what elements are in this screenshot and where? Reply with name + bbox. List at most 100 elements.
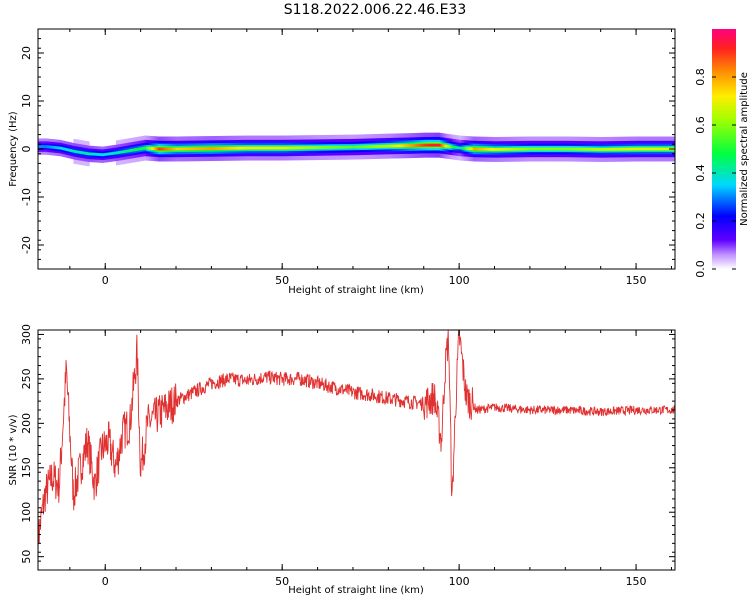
spectrogram-cell xyxy=(444,144,448,148)
spectrogram-cell xyxy=(145,146,149,150)
snr-ticks: 0 50 100 150 50 100 150 200 250 300 xyxy=(20,324,675,588)
spectrogram-cell xyxy=(232,146,235,150)
top-ytick-label: 20 xyxy=(20,46,33,60)
spectrogram-cell xyxy=(46,145,50,149)
spectrogram-cell xyxy=(644,147,648,151)
spectrogram-cell xyxy=(87,152,90,156)
spectrogram-cell xyxy=(38,145,41,149)
spectrogram-cell xyxy=(517,147,520,151)
spectrogram-cell xyxy=(375,145,379,148)
spectrogram-cell xyxy=(581,147,584,151)
spectrogram-cell xyxy=(650,147,653,151)
spectrogram-cell xyxy=(383,144,386,148)
spectrogram-cell xyxy=(388,144,391,148)
spectrogram-cell xyxy=(358,145,361,149)
spectrogram-cell xyxy=(68,148,71,152)
spectrogram-cell xyxy=(538,147,541,151)
spectrogram-cell xyxy=(453,145,456,149)
spectrogram-cell xyxy=(264,146,267,150)
spectrogram-cell xyxy=(423,143,426,147)
spectrogram-cell xyxy=(367,145,370,149)
spectrogram-cell xyxy=(306,146,310,150)
spectrogram-cell xyxy=(593,147,596,151)
spectrogram-cell xyxy=(425,143,428,147)
spectrogram-cell xyxy=(391,144,395,148)
top-xtick-label: 0 xyxy=(102,274,109,287)
spectrogram-cell xyxy=(250,146,253,150)
spectrogram-cell xyxy=(643,147,646,151)
spectrogram-ticks: 0 50 100 150 -20 -10 0 10 20 xyxy=(20,28,675,287)
spectrogram-cell xyxy=(303,146,306,150)
spectrogram-cell xyxy=(61,147,64,150)
spectrogram-cell xyxy=(577,147,580,151)
spectrogram-cell xyxy=(225,146,228,150)
spectrogram-cell xyxy=(45,145,48,149)
spectrogram-cell xyxy=(448,145,451,149)
spectrogram-cell xyxy=(552,147,556,151)
spectrogram-cell xyxy=(590,147,593,151)
spectrogram-cell xyxy=(402,144,405,148)
spectrogram-cell xyxy=(174,147,177,151)
spectrogram-cell xyxy=(82,151,85,155)
spectrogram-cell xyxy=(469,147,472,151)
spectrogram-cell xyxy=(485,147,488,151)
spectrogram-cell xyxy=(52,145,55,149)
top-xtick-label: 150 xyxy=(626,274,647,287)
spectrogram-cell xyxy=(572,147,575,151)
spectrogram-cell xyxy=(618,147,621,151)
spectrogram-cell xyxy=(310,146,313,150)
spectrogram-cell xyxy=(50,145,53,149)
spectrogram-cell xyxy=(108,152,111,156)
spectrogram-cell xyxy=(53,146,57,149)
spectrogram-cell xyxy=(664,147,667,151)
spectrogram-cell xyxy=(301,146,304,150)
spectrogram-cell xyxy=(315,146,318,150)
spectrogram-cell xyxy=(400,144,403,148)
spectrogram-cell xyxy=(609,147,612,151)
spectrogram-cell xyxy=(245,146,248,150)
spectrogram-cell xyxy=(213,147,216,150)
spectrogram-cell xyxy=(349,145,352,149)
spectrogram-cell xyxy=(501,147,504,151)
spectrogram-cell xyxy=(229,146,232,150)
spectrogram-cell xyxy=(78,150,81,154)
spectrogram-cell xyxy=(395,144,398,148)
spectrogram-cell xyxy=(639,147,642,151)
spectrogram-cell xyxy=(312,146,315,150)
spectrogram-cell xyxy=(356,145,359,149)
bottom-ytick-label: 50 xyxy=(20,550,33,564)
spectrogram-cell xyxy=(574,147,577,151)
spectrogram-cell xyxy=(103,153,106,156)
spectrogram-cell xyxy=(131,148,134,152)
spectrogram-cell xyxy=(186,147,189,151)
spectrogram-cell xyxy=(142,146,145,150)
spectrogram-cell xyxy=(473,147,476,151)
spectrogram-cell xyxy=(494,148,497,151)
spectrogram-cell xyxy=(259,146,262,150)
spectrogram-cell xyxy=(202,147,205,151)
spectrogram-cell xyxy=(163,147,166,151)
spectrogram-cell xyxy=(544,147,547,151)
spectrogram-cell xyxy=(179,147,182,151)
spectrogram-cell xyxy=(324,146,327,149)
spectrogram-cell xyxy=(101,153,104,157)
spectrogram-cell xyxy=(296,146,299,150)
spectrogram-cell xyxy=(651,147,655,151)
spectrogram-cell xyxy=(112,151,115,155)
spectrogram-cell xyxy=(230,146,234,150)
spectrogram-cell xyxy=(278,146,281,150)
spectrogram-cell xyxy=(234,146,237,150)
spectrogram-cell xyxy=(273,146,276,150)
spectrogram-cell xyxy=(660,147,664,151)
spectrogram-cell xyxy=(96,152,99,156)
colorbar-tick-label: 0.0 xyxy=(694,260,707,278)
spectrogram-cell xyxy=(321,146,324,149)
spectrogram-cell xyxy=(563,147,566,151)
spectrogram-cell xyxy=(149,146,152,150)
spectrogram-cell xyxy=(627,147,630,151)
spectrogram-cell xyxy=(542,147,545,151)
spectrogram-cell xyxy=(437,143,441,147)
spectrogram-cell xyxy=(393,144,396,148)
bottom-xtick-label: 100 xyxy=(449,575,470,588)
